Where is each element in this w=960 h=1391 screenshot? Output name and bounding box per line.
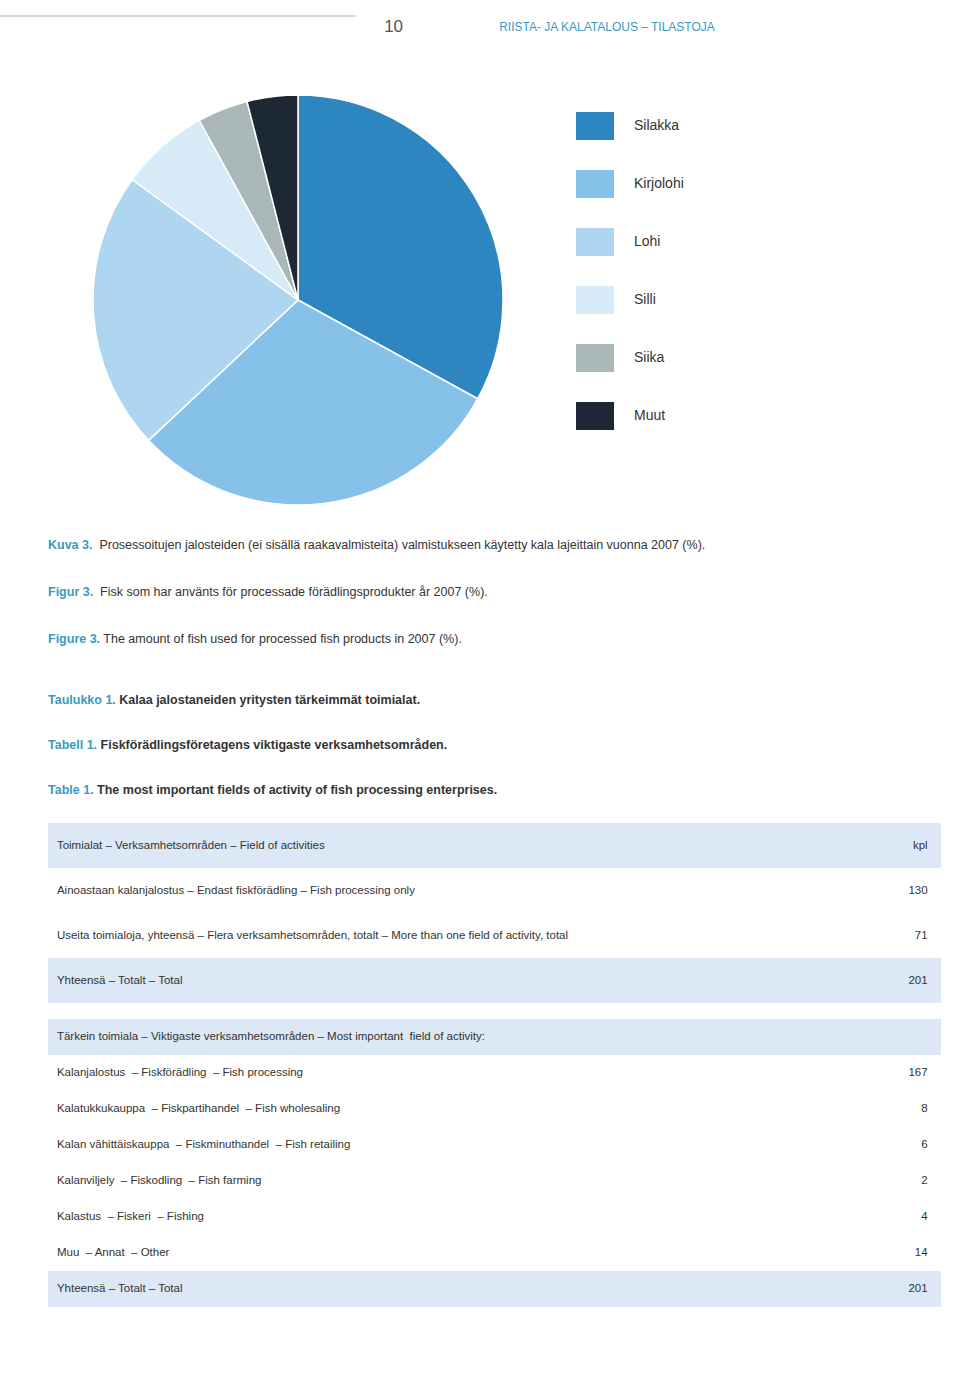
caption-text: Fisk som har använts för processade förä… <box>93 585 488 599</box>
table-title-label: Tabell 1. <box>48 738 97 752</box>
table-title-label: Taulukko 1. <box>48 693 116 707</box>
table-cell: 201 <box>908 1282 927 1294</box>
table-row-bg <box>48 1019 941 1055</box>
legend-item: Silakka <box>576 112 679 140</box>
table-row: Kalatukkukauppa – Fiskpartihandel – Fish… <box>48 1091 941 1127</box>
table-cell: Kalanviljely – Fiskodling – Fish farming <box>57 1174 262 1186</box>
table-row-bg <box>48 1235 941 1271</box>
legend-swatch <box>576 344 614 372</box>
table-cell: 130 <box>908 884 927 896</box>
table-row-bg <box>48 1055 941 1091</box>
table-row: Useita toimialoja, yhteensä – Flera verk… <box>48 913 941 958</box>
table-row-bg <box>48 913 941 958</box>
caption-label: Kuva 3. <box>48 538 92 552</box>
pie-slice <box>247 95 298 300</box>
table-cell: Kalastus – Fiskeri – Fishing <box>57 1210 204 1222</box>
table-title-text: Fiskförädlingsföretagens viktigaste verk… <box>97 738 447 752</box>
legend-item: Muut <box>576 402 665 430</box>
table-row-bg <box>48 1091 941 1127</box>
legend-label: Silli <box>634 291 656 307</box>
caption-label: Figure 3. <box>48 632 100 646</box>
table-row: Muu – Annat – Other 14 <box>48 1235 941 1271</box>
table-cell: Yhteensä – Totalt – Total <box>57 1282 183 1294</box>
table-row-bg <box>48 1199 941 1235</box>
table-row: Kalanjalostus – Fiskförädling – Fish pro… <box>48 1055 941 1091</box>
legend-swatch <box>576 402 614 430</box>
table-row-bg <box>48 1127 941 1163</box>
table-cell: Kalan vähittäiskauppa – Fiskminuthandel … <box>57 1138 350 1150</box>
table-cell: 71 <box>915 929 928 941</box>
caption-label: Figur 3. <box>48 585 93 599</box>
caption: Kuva 3. Prosessoitujen jalosteiden (ei s… <box>48 538 705 552</box>
pie <box>93 95 503 505</box>
header-rule <box>0 15 355 16</box>
legend-item: Silli <box>576 286 656 314</box>
table-cell: 4 <box>921 1210 928 1222</box>
table-row-bg <box>48 823 941 868</box>
table-title: Table 1. The most important fields of ac… <box>48 783 497 797</box>
caption: Figure 3. The amount of fish used for pr… <box>48 632 462 646</box>
legend-swatch <box>576 286 614 314</box>
legend-item: Kirjolohi <box>576 170 684 198</box>
legend-item: Lohi <box>576 228 660 256</box>
table-cell: 2 <box>921 1174 927 1186</box>
table-row-bg <box>48 868 941 913</box>
header: 10 RIISTA- JA KALATALOUS – TILASTOJA <box>0 16 715 36</box>
table-row: Kalan vähittäiskauppa – Fiskminuthandel … <box>48 1127 941 1163</box>
table-row-bg <box>48 1163 941 1199</box>
table-title-text: The most important fields of activity of… <box>94 783 498 797</box>
table-header: Tärkein toimiala – Viktigaste verksamhet… <box>48 1019 941 1055</box>
table-cell: Kalanjalostus – Fiskförädling – Fish pro… <box>57 1066 303 1078</box>
table-cell: Muu – Annat – Other <box>57 1246 170 1258</box>
table-title-text: Kalaa jalostaneiden yritysten tärkeimmät… <box>116 693 420 707</box>
legend-swatch <box>576 170 614 198</box>
table-cell: kpl <box>913 839 928 851</box>
table-cell: 8 <box>921 1102 927 1114</box>
legend-label: Lohi <box>634 233 660 249</box>
table-cell: 167 <box>908 1066 927 1078</box>
table-cell: 14 <box>915 1246 928 1258</box>
captions: Kuva 3. Prosessoitujen jalosteiden (ei s… <box>48 538 705 646</box>
table-cell: Toimialat – Verksamhetsområden – Field o… <box>57 839 325 851</box>
table-cell: Useita toimialoja, yhteensä – Flera verk… <box>57 929 568 941</box>
table-row: Kalastus – Fiskeri – Fishing 4 <box>48 1199 941 1235</box>
legend-label: Muut <box>634 407 665 423</box>
caption-text: The amount of fish used for processed fi… <box>100 632 462 646</box>
table-row-bg <box>48 958 941 1003</box>
table-cell: 6 <box>921 1138 927 1150</box>
table-row-bg <box>48 1271 941 1307</box>
table-row: Ainoastaan kalanjalostus – Endast fiskfö… <box>48 868 941 913</box>
legend: Silakka Kirjolohi Lohi Silli Siika Muut <box>576 112 684 430</box>
table-row: Kalanviljely – Fiskodling – Fish farming… <box>48 1163 941 1199</box>
table-titles: Taulukko 1. Kalaa jalostaneiden yrityste… <box>48 693 497 797</box>
page: 10 RIISTA- JA KALATALOUS – TILASTOJA Silak… <box>0 0 960 1391</box>
table: Toimialat – Verksamhetsområden – Field o… <box>48 823 941 1003</box>
table-header: Toimialat – Verksamhetsområden – Field o… <box>48 823 941 868</box>
table-title: Taulukko 1. Kalaa jalostaneiden yrityste… <box>48 693 420 707</box>
table-row: Yhteensä – Totalt – Total 201 <box>48 1271 941 1307</box>
table-cell: Ainoastaan kalanjalostus – Endast fiskfö… <box>57 884 415 896</box>
caption: Figur 3. Fisk som har använts för proces… <box>48 585 488 599</box>
table-cell: Yhteensä – Totalt – Total <box>57 974 183 986</box>
legend-label: Silakka <box>634 117 679 133</box>
header-text: RIISTA- JA KALATALOUS – TILASTOJA <box>499 20 715 34</box>
table: Tärkein toimiala – Viktigaste verksamhet… <box>48 1019 941 1307</box>
legend-swatch <box>576 228 614 256</box>
legend-item: Siika <box>576 344 665 372</box>
table-row: Yhteensä – Totalt – Total 201 <box>48 958 941 1003</box>
legend-swatch <box>576 112 614 140</box>
legend-label: Kirjolohi <box>634 175 684 191</box>
caption-text: Prosessoitujen jalosteiden (ei sisällä r… <box>92 538 705 552</box>
page-number: 10 <box>384 17 403 36</box>
table-cell: Kalatukkukauppa – Fiskpartihandel – Fish… <box>57 1102 340 1114</box>
table-cell: 201 <box>908 974 927 986</box>
table-cell: Tärkein toimiala – Viktigaste verksamhet… <box>57 1030 485 1042</box>
table-title: Tabell 1. Fiskförädlingsföretagens vikti… <box>48 738 447 752</box>
legend-label: Siika <box>634 349 665 365</box>
table-title-label: Table 1. <box>48 783 94 797</box>
